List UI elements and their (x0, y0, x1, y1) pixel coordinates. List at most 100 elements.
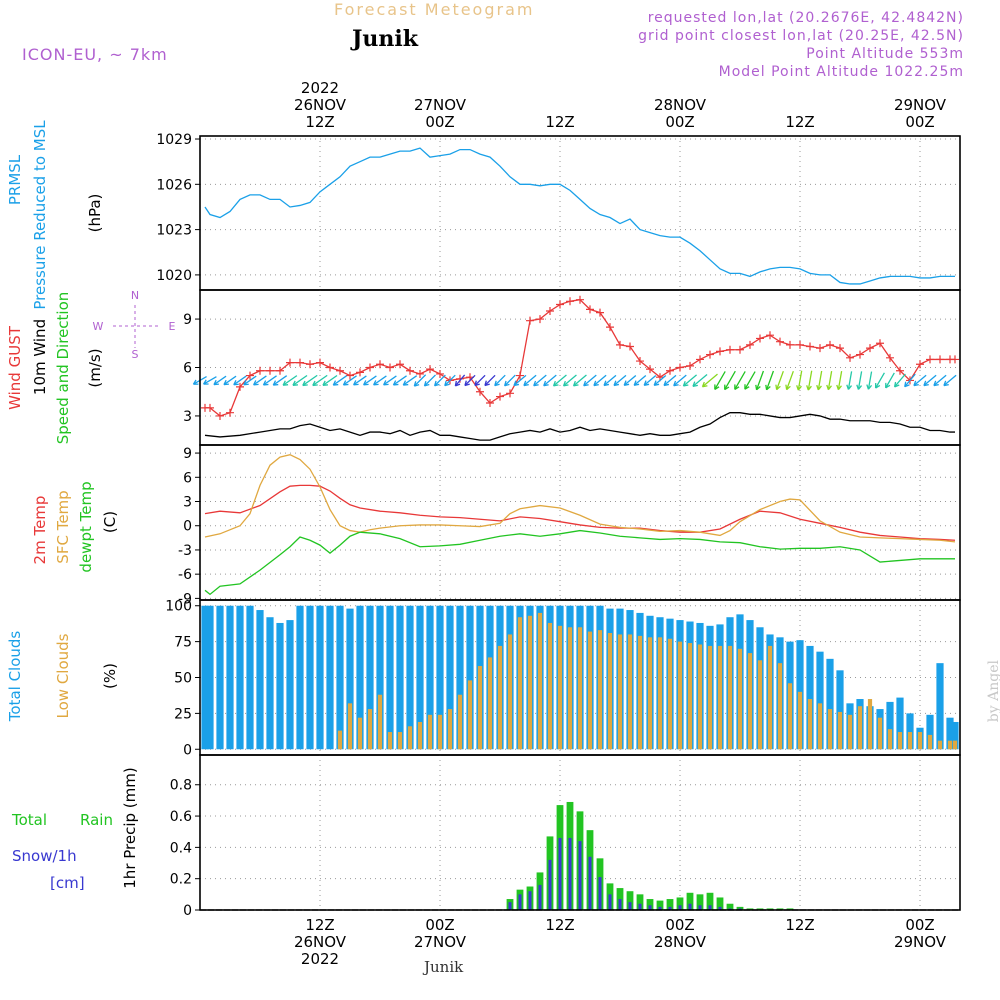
bar-low-clouds (647, 637, 653, 750)
y-tick-label: 1020 (156, 268, 192, 284)
ylabel-prmsl: PRMSL (6, 154, 24, 205)
wind-arrow (623, 375, 637, 386)
ylabel-c: (C) (101, 511, 119, 533)
bar-low-clouds (447, 709, 453, 750)
wind-arrow-head (673, 380, 679, 387)
bar-low-clouds (817, 703, 823, 750)
bar-total-clouds (806, 645, 814, 750)
bar-total-clouds (426, 605, 434, 750)
bar-snow (648, 905, 652, 910)
wind-arrow-head (613, 380, 620, 387)
bar-snow (618, 899, 622, 910)
panel-frame (199, 754, 961, 911)
gust-marker (476, 387, 484, 396)
wind-arrow (504, 374, 516, 387)
bottom-time-label: 00Z (905, 916, 934, 934)
bar-snow (638, 903, 642, 910)
bar-low-clouds (657, 637, 663, 750)
bar-snow (578, 841, 582, 910)
gust-marker (626, 342, 634, 351)
bar-low-clouds (627, 634, 633, 750)
wind-arrow (583, 374, 597, 387)
bar-snow (538, 884, 542, 910)
wind-arrow-head (392, 380, 399, 386)
bar-total-rain (716, 897, 724, 910)
wind-arrow (393, 375, 407, 386)
gust-marker (826, 340, 834, 349)
bar-total-clouds (376, 605, 384, 750)
bar-total-clouds (826, 658, 834, 750)
wind-arrow (272, 375, 288, 386)
compass-s: S (132, 348, 139, 361)
bar-snow (508, 902, 512, 910)
top-time-label: 12Z (305, 113, 334, 131)
gust-marker (676, 363, 684, 372)
y-tick-label: 6 (183, 470, 192, 486)
gust-marker (536, 315, 544, 324)
bar-low-clouds (857, 706, 863, 750)
gust-marker (866, 344, 874, 353)
wind-arrow-head (454, 380, 461, 387)
bar-low-clouds (697, 644, 703, 750)
compass-cross (113, 305, 158, 348)
bar-total-clouds (906, 713, 914, 750)
bar-total-clouds (276, 622, 284, 750)
bar-low-clouds (827, 709, 833, 750)
gust-marker (926, 355, 934, 364)
bar-low-clouds (787, 683, 793, 750)
gust-marker (216, 411, 224, 420)
gust-marker (546, 306, 554, 315)
y-tick-label: 1023 (156, 223, 192, 239)
legend-total: Total (11, 811, 47, 829)
y-tick-label: 1029 (156, 132, 192, 148)
bar-total-clouds (356, 605, 364, 750)
gust-marker (716, 347, 724, 356)
y-tick-label: -9 (178, 591, 192, 607)
bar-total-clouds (406, 605, 414, 750)
y-tick-label: 25 (174, 706, 192, 722)
wind-arrow-head (775, 384, 781, 391)
top-time-label: 27NOV (414, 96, 467, 114)
wind-arrow-head (494, 380, 500, 387)
legend-rain: Rain (80, 811, 113, 829)
bar-low-clouds (927, 734, 933, 750)
top-time-label: 00Z (425, 113, 454, 131)
gust-marker (776, 337, 784, 346)
bar-low-clouds (497, 645, 503, 750)
wind-arrow-head (633, 380, 640, 386)
bar-low-clouds (917, 732, 923, 750)
wind-arrow-head (734, 384, 740, 390)
bar-total-clouds (816, 651, 824, 750)
wind-arrow (857, 371, 863, 390)
wind-arrow (797, 370, 803, 391)
wind-arrow (827, 371, 833, 390)
gust-marker (246, 371, 254, 380)
wind-arrow (923, 374, 937, 387)
bar-low-clouds (417, 721, 423, 750)
y-tick-label: 50 (174, 671, 192, 687)
bar-low-clouds (797, 691, 803, 750)
gust-marker (936, 355, 944, 364)
top-time-label: 12Z (545, 113, 574, 131)
wind-arrow (724, 370, 736, 390)
gust-marker (916, 360, 924, 369)
wind-arrow (513, 374, 527, 386)
bar-total-clouds (951, 721, 959, 750)
bar-low-clouds (877, 717, 883, 750)
gust-marker (406, 366, 414, 375)
bar-total-clouds (206, 605, 214, 750)
wind-arrow-head (533, 380, 539, 387)
y-tick-label: 0 (183, 742, 192, 758)
wind-arrow (613, 374, 627, 386)
wind-arrow (263, 375, 277, 386)
series-line (204, 454, 956, 543)
gust-marker (366, 363, 374, 372)
wind-arrow-head (663, 380, 670, 387)
wind-arrow (714, 371, 726, 390)
wind-arrow-head (504, 380, 510, 387)
wind-arrow (464, 374, 476, 386)
bar-low-clouds (952, 740, 958, 750)
bar-total-rain (636, 894, 644, 910)
wind-arrow-head (724, 384, 730, 391)
bar-total-rain (686, 892, 694, 910)
